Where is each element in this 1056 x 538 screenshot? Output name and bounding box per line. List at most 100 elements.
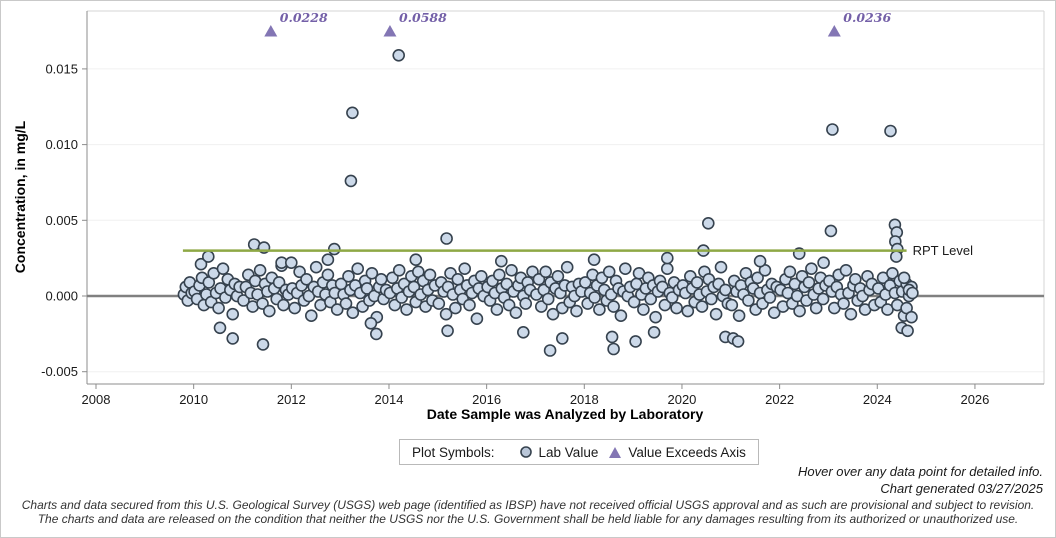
lab-value-point[interactable]	[392, 263, 406, 277]
lab-value-point[interactable]	[731, 335, 745, 348]
lab-value-point[interactable]	[490, 303, 504, 316]
lab-value-point[interactable]	[439, 307, 453, 321]
lab-value-point[interactable]	[293, 265, 306, 279]
lab-value-point[interactable]	[344, 174, 358, 188]
lab-value-point[interactable]	[826, 123, 839, 136]
lab-value-point[interactable]	[327, 242, 341, 256]
lab-value-point[interactable]	[330, 303, 344, 316]
lab-value-point[interactable]	[253, 263, 267, 277]
lab-value-point[interactable]	[607, 300, 620, 313]
lab-value-point[interactable]	[541, 292, 555, 306]
lab-value-point[interactable]	[505, 263, 518, 277]
lab-value-point[interactable]	[492, 268, 506, 282]
lab-value-point[interactable]	[440, 232, 453, 245]
lab-value-point[interactable]	[681, 304, 695, 318]
lab-value-point[interactable]	[690, 276, 704, 289]
lab-value-point[interactable]	[593, 303, 606, 316]
lab-value-point[interactable]	[500, 277, 514, 291]
lab-value-point[interactable]	[400, 303, 413, 316]
lab-value-point[interactable]	[695, 300, 709, 313]
lab-value-point[interactable]	[213, 321, 227, 335]
lab-value-point[interactable]	[732, 309, 746, 323]
lab-value-point[interactable]	[670, 301, 683, 315]
lab-value-point[interactable]	[837, 297, 850, 310]
lab-value-point[interactable]	[409, 253, 423, 267]
lab-value-point[interactable]	[704, 292, 718, 306]
lab-value-point[interactable]	[202, 250, 215, 263]
lab-value-point[interactable]	[194, 257, 208, 271]
lab-value-point[interactable]	[284, 256, 298, 270]
lab-value-point[interactable]	[767, 306, 781, 320]
lab-value-point[interactable]	[288, 301, 302, 315]
lab-value-point[interactable]	[463, 298, 476, 312]
lab-value-point[interactable]	[543, 344, 557, 357]
lab-value-point[interactable]	[725, 298, 739, 312]
lab-value-point[interactable]	[441, 324, 454, 338]
lab-value-point[interactable]	[212, 301, 225, 315]
lab-value-point[interactable]	[546, 307, 560, 321]
lab-value-point[interactable]	[502, 298, 516, 312]
lab-value-point[interactable]	[309, 260, 323, 274]
lab-value-point[interactable]	[753, 254, 767, 268]
lab-value-point[interactable]	[637, 303, 650, 316]
lab-value-point[interactable]	[388, 298, 402, 312]
lab-value-point[interactable]	[719, 283, 732, 297]
lab-value-point[interactable]	[701, 217, 715, 230]
value-exceeds-axis-point[interactable]	[827, 25, 841, 37]
scatter-plot[interactable]: -0.005 0.000 0.005 0.010 0.015 2008 2010 2012 20…	[1, 1, 1056, 433]
value-exceeds-axis-point[interactable]	[383, 25, 397, 37]
lab-value-point[interactable]	[449, 301, 462, 315]
lab-value-point[interactable]	[629, 335, 642, 348]
lab-value-point[interactable]	[470, 312, 484, 326]
lab-value-point[interactable]	[342, 269, 355, 283]
lab-value-point[interactable]	[392, 48, 406, 62]
lab-value-point[interactable]	[824, 224, 838, 238]
lab-value-point[interactable]	[709, 307, 723, 321]
lab-value-point[interactable]	[516, 325, 530, 339]
lab-value-point[interactable]	[660, 251, 674, 265]
lab-value-point[interactable]	[816, 292, 830, 306]
lab-value-point[interactable]	[578, 276, 592, 289]
lab-value-point[interactable]	[474, 269, 488, 283]
lab-value-point[interactable]	[360, 282, 374, 295]
lab-value-point[interactable]	[905, 310, 918, 324]
lab-value-point[interactable]	[889, 250, 903, 263]
lab-value-point[interactable]	[555, 332, 569, 345]
lab-value-point[interactable]	[432, 297, 446, 310]
lab-value-point[interactable]	[844, 307, 858, 321]
lab-value-point[interactable]	[884, 124, 897, 138]
lab-value-point[interactable]	[226, 307, 239, 321]
lab-value-point[interactable]	[304, 309, 318, 323]
lab-value-point[interactable]	[839, 263, 853, 277]
lab-value-point[interactable]	[494, 254, 508, 268]
lab-value-point[interactable]	[539, 265, 553, 279]
lab-value-point[interactable]	[751, 271, 764, 285]
lab-value-point[interactable]	[886, 266, 899, 280]
lab-value-point[interactable]	[644, 292, 658, 306]
lab-value-point[interactable]	[906, 286, 919, 300]
lab-value-point[interactable]	[321, 253, 335, 267]
lab-value-point[interactable]	[605, 330, 619, 344]
lab-value-point[interactable]	[602, 265, 616, 279]
lab-value-point[interactable]	[763, 291, 777, 304]
lab-value-point[interactable]	[614, 309, 628, 323]
lab-value-point[interactable]	[901, 324, 914, 338]
lab-value-point[interactable]	[365, 266, 379, 280]
lab-value-point[interactable]	[346, 106, 359, 120]
lab-value-point[interactable]	[509, 306, 523, 320]
lab-value-point[interactable]	[802, 276, 816, 289]
lab-value-point[interactable]	[647, 325, 661, 339]
lab-value-point[interactable]	[346, 306, 360, 320]
lab-value-point[interactable]	[588, 291, 601, 304]
lab-value-point[interactable]	[364, 316, 378, 330]
lab-value-point[interactable]	[658, 298, 672, 312]
lab-value-point[interactable]	[237, 294, 250, 307]
data-points[interactable]	[177, 48, 919, 357]
lab-value-point[interactable]	[805, 262, 818, 276]
exceeds-axis-annotations[interactable]: 0.0228 0.0588 0.0236	[264, 10, 891, 37]
lab-value-point[interactable]	[783, 265, 797, 279]
lab-value-point[interactable]	[570, 304, 583, 318]
lab-value-point[interactable]	[374, 272, 388, 286]
lab-value-point[interactable]	[660, 262, 674, 276]
lab-value-point[interactable]	[300, 272, 313, 286]
